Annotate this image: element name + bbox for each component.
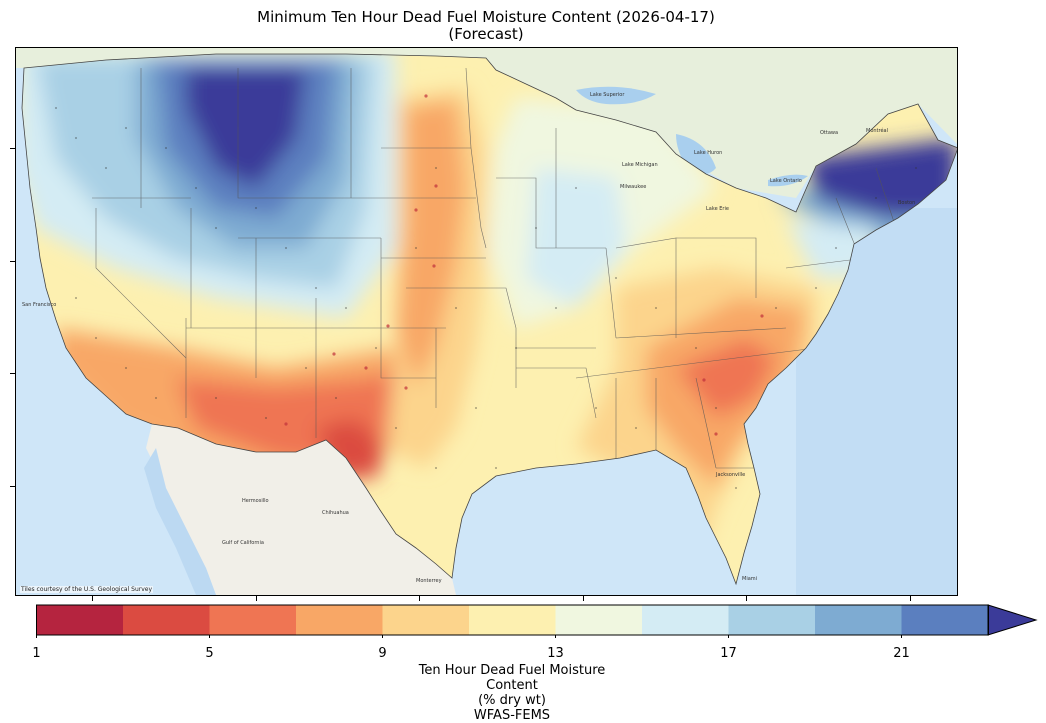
canada-area: [16, 48, 957, 198]
lake-ontario: [768, 174, 808, 187]
basemap-label: Lake Erie: [706, 206, 729, 212]
colorbar-tick-label: 21: [893, 646, 910, 661]
fuel-moisture-field: [22, 54, 957, 584]
basemap-label: Lake Ontario: [770, 178, 802, 184]
y-axis-tick: [10, 148, 15, 149]
colorbar-tick-label: 5: [205, 646, 214, 661]
us-outline: [21, 53, 957, 586]
basemap-label: Jacksonville: [715, 472, 745, 478]
colorbar-bin: [209, 605, 297, 635]
x-axis-tick: [92, 596, 93, 601]
x-axis-tick: [256, 596, 257, 601]
colorbar-bin: [642, 605, 729, 635]
basemap-label: Ottawa: [820, 130, 838, 136]
x-axis-tick: [419, 596, 420, 601]
map-canvas: Hermosillo Chihuahua Monterrey Gulf of C…: [16, 48, 957, 595]
x-axis-tick: [910, 596, 911, 601]
basemap-label: Monterrey: [416, 578, 442, 584]
basemap-label: Lake Huron: [694, 150, 722, 156]
map-attribution: Tiles courtesy of the U.S. Geological Su…: [20, 586, 154, 593]
basemap-label: Boston: [898, 200, 915, 206]
y-axis-tick: [10, 373, 15, 374]
basemap-label: Hermosillo: [242, 498, 269, 504]
chart-title-line1: Minimum Ten Hour Dead Fuel Moisture Cont…: [257, 8, 715, 26]
colorbar-bin: [901, 605, 989, 635]
x-axis-tick: [746, 596, 747, 601]
basemap-label: Lake Superior: [590, 92, 625, 98]
colorbar-tick-label: 1: [32, 646, 41, 661]
y-axis-tick: [10, 261, 15, 262]
y-axis-tick: [10, 486, 15, 487]
colorbar-bin: [296, 605, 383, 635]
colorbar-label: Ten Hour Dead Fuel Moisture Content (% d…: [412, 663, 612, 723]
x-axis-tick: [583, 596, 584, 601]
basemap-label: Gulf of California: [222, 540, 264, 546]
map-panel[interactable]: Hermosillo Chihuahua Monterrey Gulf of C…: [15, 47, 958, 596]
colorbar-tick-label: 13: [547, 646, 564, 661]
colorbar-bin: [728, 605, 816, 635]
basemap-label: Lake Michigan: [622, 162, 658, 168]
colorbar-bin: [123, 605, 210, 635]
basemap-label: Milwaukee: [620, 184, 646, 190]
colorbar-bin: [555, 605, 643, 635]
mexico-area: [146, 424, 456, 595]
colorbar-extend-arrow: [987, 604, 1038, 636]
colorbar-bin: [469, 605, 556, 635]
colorbar: [36, 604, 1038, 638]
basemap-label: Chihuahua: [322, 510, 349, 516]
basemap-label: San Francisco: [22, 302, 56, 308]
lake-superior: [576, 86, 656, 105]
colorbar-bin: [36, 605, 124, 635]
colorbar-tick-label: 17: [720, 646, 737, 661]
colorbar-tick-label: 9: [378, 646, 387, 661]
chart-title: Minimum Ten Hour Dead Fuel Moisture Cont…: [0, 9, 972, 43]
colorbar-outline: [36, 604, 989, 636]
colorbar-label-line1: Ten Hour Dead Fuel Moisture Content: [418, 663, 606, 693]
colorbar-label-line2: (% dry wt): [478, 693, 546, 708]
chart-title-line2: (Forecast): [448, 25, 524, 43]
basemap-label: Montréal: [866, 127, 888, 134]
gulf-of-california: [144, 448, 216, 595]
colorbar-label-line3: WFAS-FEMS: [473, 708, 551, 723]
basemap-label: Miami: [742, 576, 757, 582]
colorbar-bin: [382, 605, 470, 635]
colorbar-bin: [815, 605, 902, 635]
